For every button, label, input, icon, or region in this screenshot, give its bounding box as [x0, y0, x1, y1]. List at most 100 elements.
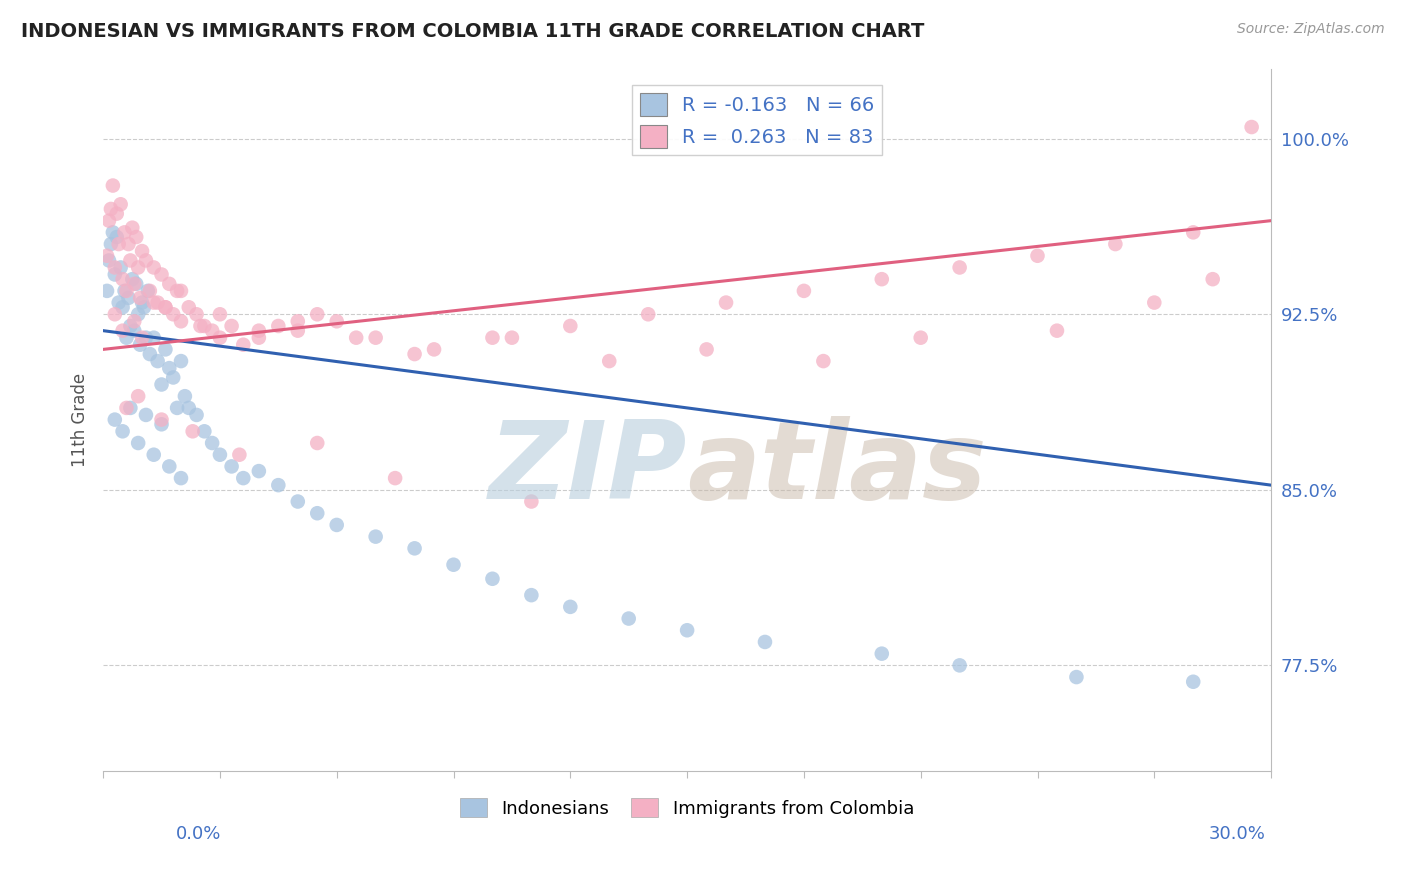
Point — [142, 295, 165, 310]
Point — [125, 230, 148, 244]
Text: 0.0%: 0.0% — [176, 825, 221, 843]
Point — [100, 202, 122, 216]
Point — [287, 314, 309, 328]
Point — [201, 324, 224, 338]
Point — [136, 284, 159, 298]
Point — [870, 272, 893, 286]
Point — [404, 541, 426, 556]
Point — [121, 220, 143, 235]
Point — [1066, 670, 1088, 684]
Point — [166, 284, 188, 298]
Point — [96, 249, 118, 263]
Point — [637, 307, 659, 321]
Point — [124, 314, 146, 328]
Point — [714, 295, 737, 310]
Point — [1240, 120, 1263, 134]
Point — [125, 277, 148, 291]
Point — [267, 318, 290, 333]
Point — [676, 624, 699, 638]
Point — [1026, 249, 1049, 263]
Point — [193, 425, 215, 439]
Point — [101, 225, 124, 239]
Point — [131, 331, 153, 345]
Point — [247, 331, 270, 345]
Point — [208, 331, 231, 345]
Point — [104, 268, 127, 282]
Point — [170, 471, 193, 485]
Point — [384, 471, 406, 485]
Point — [150, 412, 173, 426]
Point — [232, 471, 254, 485]
Text: 30.0%: 30.0% — [1209, 825, 1265, 843]
Point — [146, 354, 169, 368]
Point — [131, 244, 153, 258]
Point — [1104, 237, 1126, 252]
Point — [142, 331, 165, 345]
Point — [247, 324, 270, 338]
Point — [520, 494, 543, 508]
Text: Source: ZipAtlas.com: Source: ZipAtlas.com — [1237, 22, 1385, 37]
Point — [124, 277, 146, 291]
Point — [170, 314, 193, 328]
Point — [190, 318, 212, 333]
Point — [104, 307, 127, 321]
Point — [98, 213, 121, 227]
Point — [142, 260, 165, 275]
Point — [193, 318, 215, 333]
Point — [443, 558, 465, 572]
Point — [120, 401, 142, 415]
Point — [111, 300, 134, 314]
Point — [107, 237, 129, 252]
Text: INDONESIAN VS IMMIGRANTS FROM COLOMBIA 11TH GRADE CORRELATION CHART: INDONESIAN VS IMMIGRANTS FROM COLOMBIA 1… — [21, 22, 925, 41]
Point — [139, 284, 162, 298]
Point — [870, 647, 893, 661]
Point — [181, 425, 204, 439]
Point — [364, 530, 387, 544]
Point — [115, 284, 138, 298]
Point — [754, 635, 776, 649]
Point — [1182, 225, 1205, 239]
Point — [142, 448, 165, 462]
Point — [307, 436, 329, 450]
Point — [696, 343, 718, 357]
Point — [157, 459, 180, 474]
Point — [117, 237, 139, 252]
Point — [157, 361, 180, 376]
Point — [520, 588, 543, 602]
Point — [155, 300, 177, 314]
Point — [105, 230, 128, 244]
Point — [127, 260, 149, 275]
Point — [107, 295, 129, 310]
Point — [146, 295, 169, 310]
Point — [481, 572, 503, 586]
Point — [100, 237, 122, 252]
Point — [96, 284, 118, 298]
Point — [104, 412, 127, 426]
Point — [287, 324, 309, 338]
Point — [364, 331, 387, 345]
Point — [117, 291, 139, 305]
Point — [1046, 324, 1069, 338]
Point — [228, 448, 250, 462]
Point — [135, 331, 157, 345]
Legend: Indonesians, Immigrants from Colombia: Indonesians, Immigrants from Colombia — [453, 791, 921, 825]
Point — [177, 300, 200, 314]
Point — [598, 354, 620, 368]
Point — [129, 337, 152, 351]
Point — [110, 197, 132, 211]
Point — [111, 425, 134, 439]
Point — [124, 324, 146, 338]
Point — [186, 408, 208, 422]
Point — [186, 307, 208, 321]
Point — [115, 331, 138, 345]
Point — [1182, 674, 1205, 689]
Point — [155, 300, 177, 314]
Point — [949, 658, 972, 673]
Point — [127, 307, 149, 321]
Y-axis label: 11th Grade: 11th Grade — [72, 373, 89, 467]
Point — [150, 268, 173, 282]
Point — [104, 260, 127, 275]
Point — [105, 207, 128, 221]
Point — [101, 178, 124, 193]
Point — [307, 506, 329, 520]
